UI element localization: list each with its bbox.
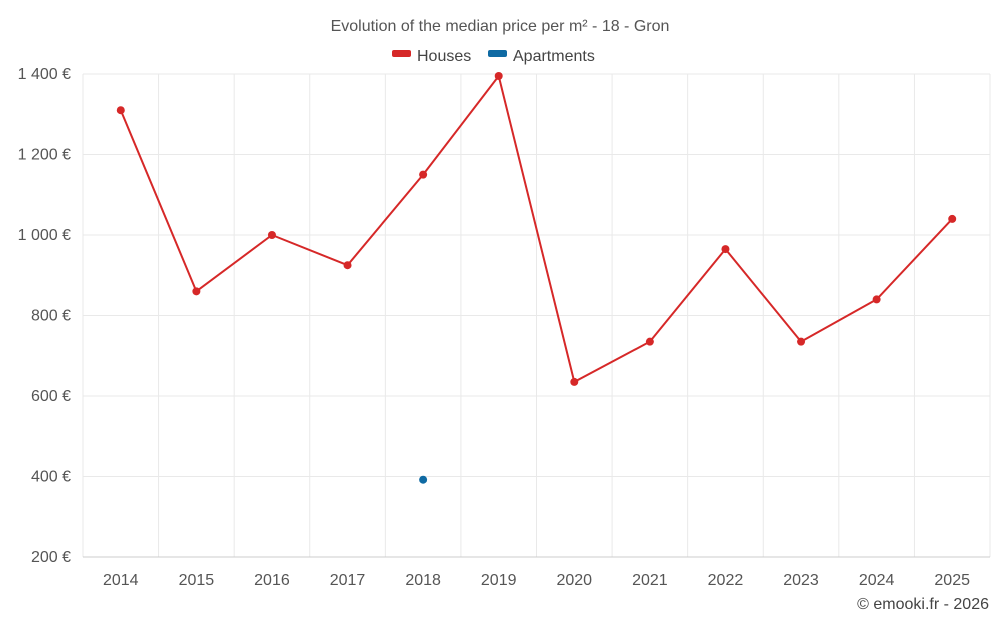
x-tick-label-2023: 2023 — [783, 572, 819, 589]
series-line-houses — [119, 75, 953, 383]
chart-title: Evolution of the median price per m² - 1… — [331, 18, 670, 35]
data-point-houses-2014[interactable] — [116, 106, 125, 115]
x-tick-label-2016: 2016 — [254, 572, 290, 589]
x-tick-label-2017: 2017 — [330, 572, 366, 589]
x-tick-label-2018: 2018 — [405, 572, 441, 589]
data-point-houses-2023[interactable] — [797, 337, 806, 346]
legend-item-apartments[interactable]: Apartments — [488, 48, 595, 65]
data-point-houses-2016[interactable] — [267, 231, 276, 239]
x-tick-label-2015: 2015 — [179, 572, 215, 589]
legend-item-houses[interactable]: Houses — [392, 48, 471, 65]
x-tick-label-2022: 2022 — [708, 572, 744, 589]
data-point-houses-2025[interactable] — [948, 214, 957, 223]
x-tick-label-2019: 2019 — [481, 572, 517, 589]
x-tick-label-2020: 2020 — [556, 572, 592, 589]
x-tick-label-2014: 2014 — [103, 572, 139, 589]
y-tick-label: 1 200 € — [18, 147, 71, 164]
axes: 200 € 400 € 600 € 800 € 1 000 € 1 200 € 1 400 … — [18, 66, 990, 589]
data-point-houses-2020[interactable] — [570, 377, 579, 386]
y-tick-label: 600 € — [31, 388, 71, 405]
data-point-houses-2021[interactable] — [645, 337, 654, 346]
y-tick-label: 800 € — [31, 308, 71, 325]
x-tick-label-2024: 2024 — [859, 572, 895, 589]
data-point-apartments-2018[interactable] — [419, 475, 428, 484]
x-tick-label-2021: 2021 — [632, 572, 668, 589]
data-point-houses-2024[interactable] — [872, 295, 881, 304]
y-tick-label: 200 € — [31, 549, 71, 566]
data-point-houses-2022[interactable] — [721, 245, 730, 254]
data-point-houses-2019[interactable] — [494, 72, 503, 81]
legend-label-houses: Houses — [417, 48, 471, 65]
y-tick-label: 1 000 € — [18, 227, 71, 244]
data-point-houses-2017[interactable] — [343, 261, 352, 270]
legend: Houses Apartments — [392, 48, 595, 65]
legend-label-apartments: Apartments — [513, 48, 595, 65]
x-tick-label-2025: 2025 — [934, 572, 970, 589]
y-tick-label: 400 € — [31, 469, 71, 486]
legend-swatch-apartments — [488, 50, 507, 57]
data-point-houses-2015[interactable] — [192, 287, 201, 296]
grid — [82, 73, 991, 557]
series — [116, 72, 957, 484]
credit-text: © emooki.fr - 2026 — [857, 596, 989, 613]
data-point-houses-2018[interactable] — [419, 170, 428, 179]
y-tick-label: 1 400 € — [18, 66, 71, 83]
legend-swatch-houses — [392, 50, 411, 57]
